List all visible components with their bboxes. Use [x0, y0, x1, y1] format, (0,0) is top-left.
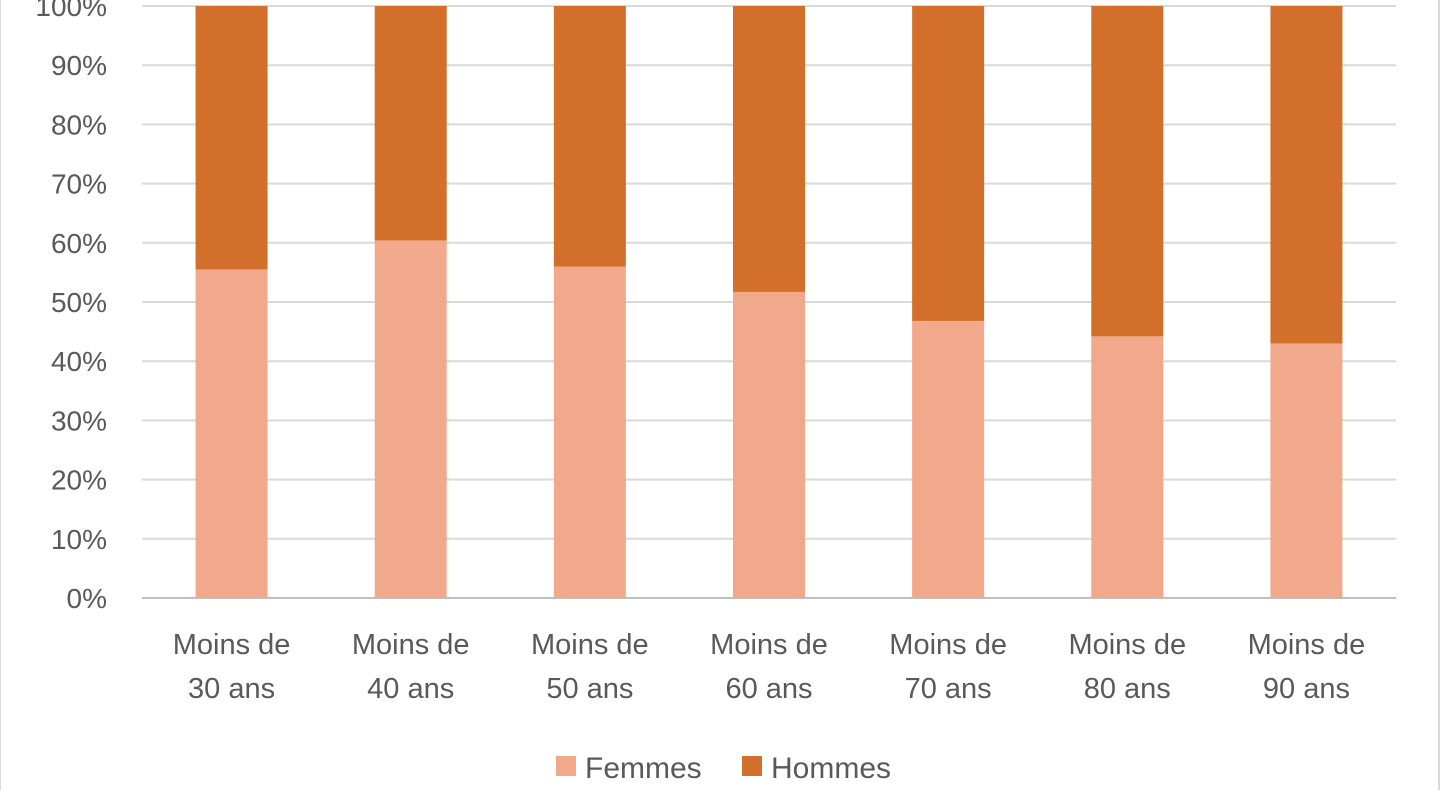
legend-label-hommes: Hommes [771, 752, 891, 785]
bar-hommes-4 [733, 6, 805, 292]
bar-femmes-4 [733, 291, 805, 598]
y-tick-label: 60% [51, 228, 107, 259]
bar-femmes-7 [1270, 343, 1343, 598]
bar-femmes-3 [553, 266, 626, 598]
bar-femmes-5 [912, 320, 985, 598]
x-axis-category-labels: Moins de 30 ans Moins de 40 ans Moins de 50 a… [173, 629, 1366, 705]
bar-hommes-7 [1270, 6, 1343, 344]
y-tick-label: 70% [51, 169, 107, 200]
x-category-label: 30 ans [188, 673, 275, 705]
bar-hommes-5 [912, 6, 985, 321]
x-category-label: 40 ans [367, 673, 454, 705]
y-tick-label: 0% [67, 583, 107, 614]
legend: Femmes Hommes [556, 752, 891, 785]
x-category-label: Moins de [1068, 629, 1186, 661]
x-category-label: Moins de [710, 629, 828, 661]
y-tick-label: 50% [51, 287, 107, 318]
legend-swatch-hommes [742, 756, 762, 776]
x-category-label: Moins de [173, 629, 291, 661]
y-tick-label: 10% [51, 524, 107, 555]
bar-femmes-1 [195, 269, 268, 598]
x-category-label: 60 ans [725, 673, 812, 705]
bar-hommes-6 [1091, 6, 1164, 337]
bar-hommes-2 [374, 6, 447, 241]
bar-hommes-1 [195, 6, 268, 270]
x-category-label: 70 ans [905, 673, 992, 705]
bars [195, 6, 1343, 598]
bar-hommes-3 [553, 6, 626, 267]
x-category-label: Moins de [1248, 629, 1366, 661]
y-tick-label: 30% [51, 405, 107, 436]
bar-femmes-6 [1091, 336, 1164, 598]
x-category-label: 50 ans [546, 673, 633, 705]
y-tick-label: 80% [51, 109, 107, 140]
bar-femmes-2 [374, 240, 447, 598]
y-tick-label: 20% [51, 465, 107, 496]
x-category-label: Moins de [889, 629, 1007, 661]
legend-swatch-femmes [556, 756, 576, 776]
y-tick-label: 40% [51, 346, 107, 377]
legend-label-femmes: Femmes [585, 752, 702, 785]
x-category-label: 80 ans [1084, 673, 1171, 705]
x-category-label: Moins de [352, 629, 470, 661]
y-axis-tick-labels: 0% 10% 20% 30% 40% 50% 60% 70% 80% 90% 100% [35, 0, 107, 614]
x-category-label: Moins de [531, 629, 649, 661]
x-category-label: 90 ans [1263, 673, 1350, 705]
y-tick-label: 100% [35, 0, 107, 22]
y-tick-label: 90% [51, 50, 107, 81]
